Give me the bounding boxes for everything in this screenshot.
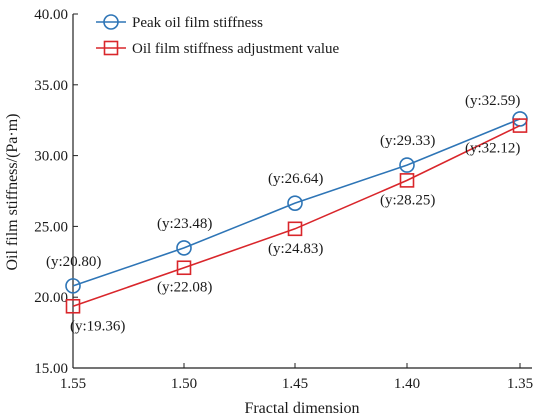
data-label: (y:23.48) — [157, 216, 212, 232]
y-axis-title: Oil film stiffness/(Pa·m) — [4, 113, 21, 270]
series-line-1 — [72, 124, 521, 308]
data-label: (y:20.80) — [46, 254, 101, 270]
data-label: (y:28.25) — [380, 192, 435, 208]
data-label: (y:24.83) — [268, 241, 323, 257]
x-tick-label: 1.50 — [171, 376, 197, 392]
y-tick-label: 30.00 — [34, 149, 68, 165]
legend-label-adjust: Oil film stiffness adjustment value — [132, 41, 340, 57]
legend-marker-circle — [103, 14, 119, 30]
y-axis-ticks: 15.00 20.00 25.00 30.00 35.00 40.00 — [34, 7, 78, 377]
x-axis-ticks: 1.55 1.50 1.45 1.40 1.35 — [60, 363, 533, 392]
data-point-square — [512, 118, 528, 133]
data-labels: (y:20.80) (y:23.48) (y:26.64) (y:29.33) (y:3… — [46, 93, 520, 334]
data-point-square — [287, 221, 303, 237]
y-tick-label: 15.00 — [34, 361, 68, 377]
data-point-circle — [65, 278, 81, 294]
series-layer — [65, 111, 528, 314]
legend: Peak oil film stiffness Oil film stiffne… — [96, 14, 340, 57]
data-point-circle — [399, 157, 415, 173]
legend-label-peak: Peak oil film stiffness — [132, 15, 263, 31]
data-label: (y:26.64) — [268, 171, 323, 187]
data-label: (y:32.12) — [465, 141, 520, 157]
legend-marker-square — [103, 40, 119, 56]
data-label: (y:32.59) — [465, 93, 520, 109]
x-tick-label: 1.35 — [507, 376, 533, 392]
x-axis-title: Fractal dimension — [244, 400, 359, 417]
x-tick-label: 1.55 — [60, 376, 86, 392]
data-label: (y:19.36) — [70, 318, 125, 334]
data-point-square — [399, 173, 415, 188]
series-line-0 — [72, 118, 521, 287]
x-tick-label: 1.40 — [394, 376, 420, 392]
data-point-circle — [287, 195, 303, 211]
data-point-square — [176, 260, 192, 276]
y-tick-label: 25.00 — [34, 219, 68, 235]
y-tick-label: 40.00 — [34, 7, 68, 23]
data-label: (y:29.33) — [380, 133, 435, 149]
data-point-circle — [176, 240, 192, 256]
y-tick-label: 20.00 — [34, 290, 68, 306]
data-label: (y:22.08) — [157, 280, 212, 296]
x-tick-label: 1.45 — [282, 376, 308, 392]
y-tick-label: 35.00 — [34, 78, 68, 94]
data-point-square — [65, 298, 81, 314]
